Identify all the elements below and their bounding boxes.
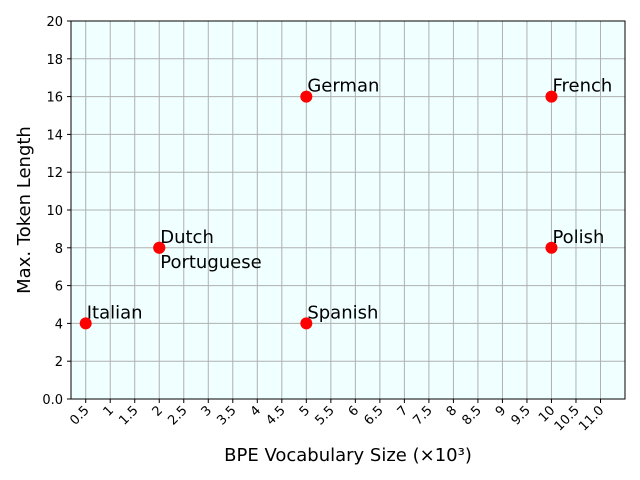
y-tick-label: 10	[46, 204, 63, 219]
y-tick-label: 0.0	[42, 393, 63, 408]
point-label: Dutch	[160, 227, 214, 248]
y-tick-label: 12	[46, 166, 63, 181]
x-tick-label: 7.5	[410, 403, 435, 428]
x-tick-label: 5.5	[312, 403, 337, 428]
x-tick-label: 8.5	[460, 403, 485, 428]
y-tick-label: 2	[55, 355, 63, 370]
x-tick-label: 4.5	[263, 403, 288, 428]
x-tick-label: 2	[150, 403, 166, 419]
x-tick-label: 1.5	[116, 403, 141, 428]
point-label: Polish	[552, 227, 604, 248]
x-tick-label: 4	[248, 403, 264, 419]
point	[300, 317, 313, 330]
point	[545, 90, 558, 103]
point-label: German	[307, 76, 379, 97]
x-tick-label: 10.5	[552, 403, 583, 434]
y-tick-label: 14	[46, 128, 63, 143]
y-axis-label: Max. Token Length	[14, 126, 35, 294]
point	[545, 241, 558, 254]
x-tick-label: 6	[346, 403, 362, 419]
point	[300, 90, 313, 103]
y-tick-label: 4	[55, 317, 63, 332]
x-tick-label: 3.5	[214, 403, 239, 428]
x-tick-label: 6.5	[361, 403, 386, 428]
x-tick-label: 8	[444, 403, 460, 419]
x-tick-label: 1	[101, 403, 117, 419]
point-label: Portuguese	[160, 252, 261, 273]
x-tick-label: 3	[199, 403, 215, 419]
point-label: Spanish	[307, 302, 378, 323]
y-tick-label: 6	[55, 280, 63, 295]
x-axis-label: BPE Vocabulary Size (×10³)	[224, 445, 472, 466]
point-label: French	[552, 76, 612, 97]
point-label: Italian	[87, 302, 143, 323]
x-tick-label: 9.5	[509, 403, 534, 428]
point	[79, 317, 92, 330]
x-tick-label: 0.5	[67, 403, 92, 428]
y-tick-label: 20	[46, 15, 63, 30]
x-tick-label: 9	[493, 403, 509, 419]
point	[153, 241, 166, 254]
x-tick-label: 7	[395, 403, 411, 419]
x-tick-label: 11.0	[576, 403, 607, 434]
y-tick-label: 18	[46, 53, 63, 68]
x-tick-label: 5	[297, 403, 313, 419]
y-tick-label: 16	[46, 91, 63, 106]
x-tick-label: 2.5	[165, 403, 190, 428]
y-tick-label: 8	[55, 242, 63, 257]
